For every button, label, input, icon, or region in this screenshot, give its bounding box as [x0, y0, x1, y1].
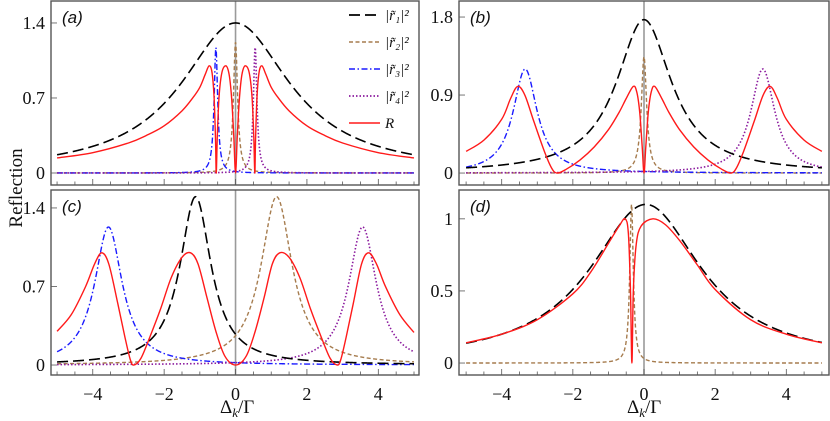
panel-label: (b) — [470, 8, 491, 27]
x-tick-label: 0 — [640, 384, 649, 404]
series-r1-line — [465, 203, 823, 344]
series-r1-line — [57, 195, 414, 365]
legend-item: |r̃₄|² — [349, 89, 409, 105]
y-tick-label: 0 — [36, 163, 45, 183]
x-tick-label: 2 — [711, 384, 720, 404]
x-label-rest: /Γ — [238, 397, 254, 418]
series-R-line — [56, 65, 415, 174]
panel-a: 0 0.7 1.4 (a) — [23, 0, 420, 186]
panel-label: (c) — [62, 197, 82, 216]
panel-frame — [458, 189, 830, 376]
series-R-line — [465, 217, 823, 364]
series-r1-line — [56, 22, 415, 156]
legend-label: |r̃₁|² — [385, 8, 409, 24]
x-tick-label: −4 — [83, 384, 102, 404]
x-label-sub: k — [232, 405, 238, 420]
series-r2-line — [466, 204, 822, 364]
series-r3-line — [56, 226, 414, 366]
x-axis-label-right: Δk/Γ — [627, 397, 661, 420]
x-label-sub: k — [639, 405, 645, 420]
y-tick-label: 0 — [444, 163, 453, 183]
x-tick-label: −4 — [492, 384, 511, 404]
y-tick-label: 1.8 — [431, 7, 454, 27]
panel-label: (a) — [62, 8, 83, 27]
panel-frame — [458, 0, 830, 186]
y-tick-label: 0.7 — [23, 276, 46, 296]
y-tick-label: 1.4 — [23, 198, 46, 218]
legend-item: |r̃₂|² — [349, 35, 409, 51]
y-axis-label: Reflection — [6, 148, 27, 228]
legend-item: |r̃₁|² — [349, 8, 409, 24]
x-label-rest: /Γ — [645, 397, 661, 418]
legend: |r̃₁|² |r̃₂|² |r̃₃|² |r̃₄|² R — [349, 8, 409, 132]
panel-frame — [50, 189, 420, 376]
legend-label: |r̃₃|² — [385, 62, 409, 78]
x-tick-label: 2 — [302, 384, 311, 404]
x-label-delta: Δ — [220, 397, 232, 418]
series-r4-line — [57, 226, 415, 366]
series-group — [56, 195, 415, 366]
series-r1-line — [466, 18, 822, 169]
series-group — [56, 22, 415, 174]
series-r3-line — [465, 68, 822, 174]
y-tick-label: 0 — [444, 353, 453, 373]
panel-c: −4 −2 0 2 4 0 0.7 1.4 (c) — [23, 189, 420, 404]
series-r2-line — [57, 196, 415, 365]
panels: 00.71.4 (a)00.91.8 (b)−4 −2 0 2 400.71.4 (c)−4−… — [23, 0, 830, 404]
x-tick-label: 4 — [782, 384, 791, 404]
x-tick-label: −2 — [155, 384, 174, 404]
x-tick-label: −2 — [563, 384, 582, 404]
panel-b: 0 0.9 1.8 (b) — [431, 0, 830, 186]
legend-item: R — [349, 116, 394, 132]
y-tick-label: 0.5 — [431, 281, 454, 301]
legend-item: |r̃₃|² — [349, 62, 409, 78]
series-R-line — [56, 251, 415, 366]
panel-d: −4 −2 0 2 4 0 0.5 1 (d) — [431, 189, 830, 404]
x-tick-label: 4 — [374, 384, 383, 404]
y-tick-label: 0.7 — [23, 88, 46, 108]
y-tick-label: 0.9 — [431, 85, 454, 105]
legend-label: R — [384, 116, 394, 132]
panel-frame — [50, 0, 420, 186]
y-tick-label: 0 — [36, 355, 45, 375]
x-axis-label-left: Δk/Γ — [220, 397, 254, 420]
y-tick-label: 1 — [444, 209, 453, 229]
series-group — [465, 203, 823, 364]
legend-label: |r̃₂|² — [385, 35, 409, 51]
y-tick-label: 1.4 — [23, 13, 46, 33]
x-tick-label: 0 — [231, 384, 240, 404]
series-group — [465, 18, 823, 174]
legend-label: |r̃₄|² — [385, 89, 409, 105]
series-r4-line — [466, 68, 823, 174]
x-label-delta: Δ — [627, 397, 639, 418]
series-R-line — [465, 85, 823, 174]
panel-label: (d) — [470, 197, 491, 216]
